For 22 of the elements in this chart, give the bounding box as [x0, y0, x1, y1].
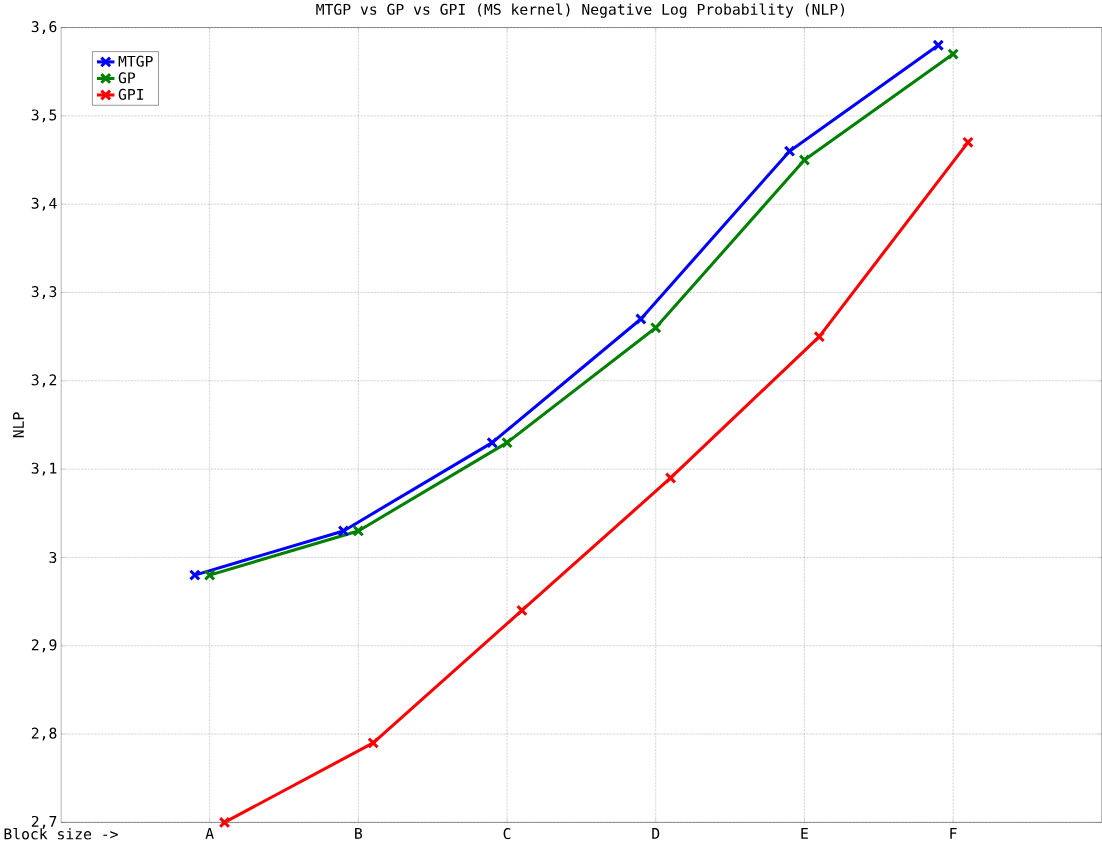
x-tick-label: E	[801, 828, 808, 839]
y-axis-title: NLP	[13, 412, 24, 438]
y-tick-label: 2,7	[31, 815, 57, 829]
x-tick-label: F	[950, 828, 957, 839]
x-tick-label: A	[205, 828, 214, 839]
x-tick-label: D	[652, 828, 660, 839]
y-tick-label: 3,1	[31, 462, 57, 476]
y-tick-label: 3,2	[31, 374, 57, 388]
x-tick-label: C	[503, 828, 511, 840]
x-tick-label: B	[355, 828, 363, 839]
y-tick-label: 2,8	[31, 727, 57, 741]
y-tick-label: 3,3	[31, 286, 57, 300]
y-tick-label: 3,6	[31, 21, 57, 35]
y-tick-label: 2,9	[31, 639, 57, 653]
legend-label: GPI	[118, 88, 144, 100]
y-tick-label: 3,4	[31, 197, 57, 211]
chart-title: MTGP vs GP vs GPI (MS kernel) Negative Log Probability (NLP)	[316, 3, 844, 18]
y-tick-label: 3	[49, 551, 57, 564]
legend-label: MTGP	[118, 55, 153, 67]
legend-label: GP	[118, 72, 136, 84]
y-tick-label: 3,5	[31, 109, 57, 123]
x-axis-title: Block size ->	[4, 828, 118, 840]
